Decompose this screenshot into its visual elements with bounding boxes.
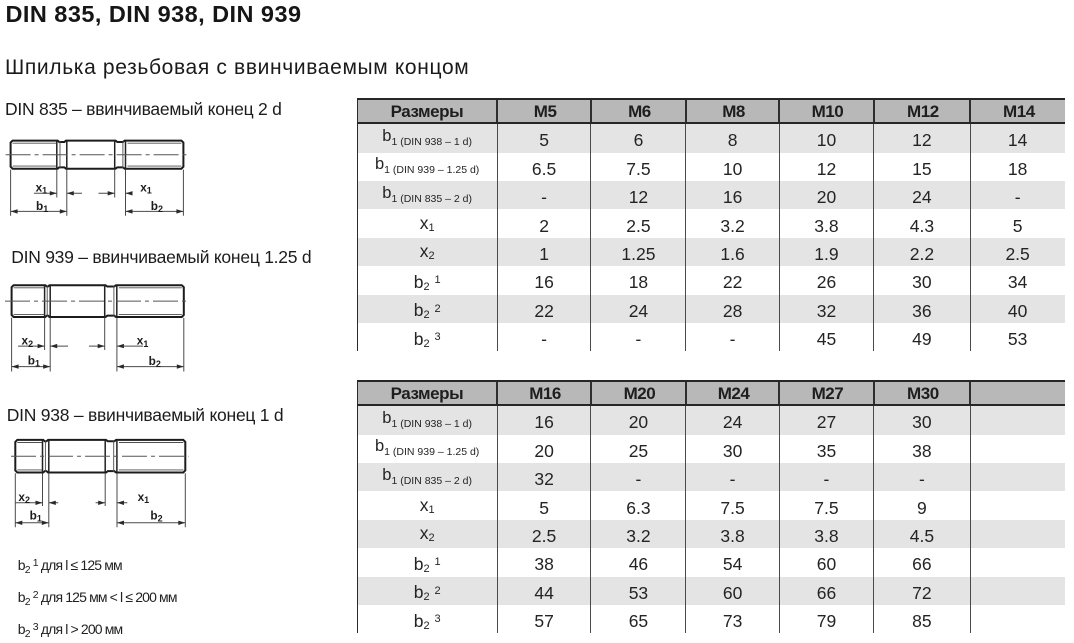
svg-text:x2: x2 (18, 490, 30, 505)
svg-text:b1: b1 (30, 508, 42, 523)
svg-text:b1: b1 (28, 353, 40, 368)
svg-text:x1: x1 (36, 180, 48, 195)
svg-text:b1: b1 (36, 199, 48, 214)
svg-text:b2: b2 (149, 354, 161, 369)
svg-text:b2: b2 (150, 509, 162, 524)
svg-text:x1: x1 (138, 490, 150, 505)
svg-text:x1: x1 (137, 334, 149, 349)
svg-text:b2: b2 (151, 199, 163, 214)
svg-text:x2: x2 (22, 334, 34, 349)
svg-text:x1: x1 (140, 180, 152, 195)
